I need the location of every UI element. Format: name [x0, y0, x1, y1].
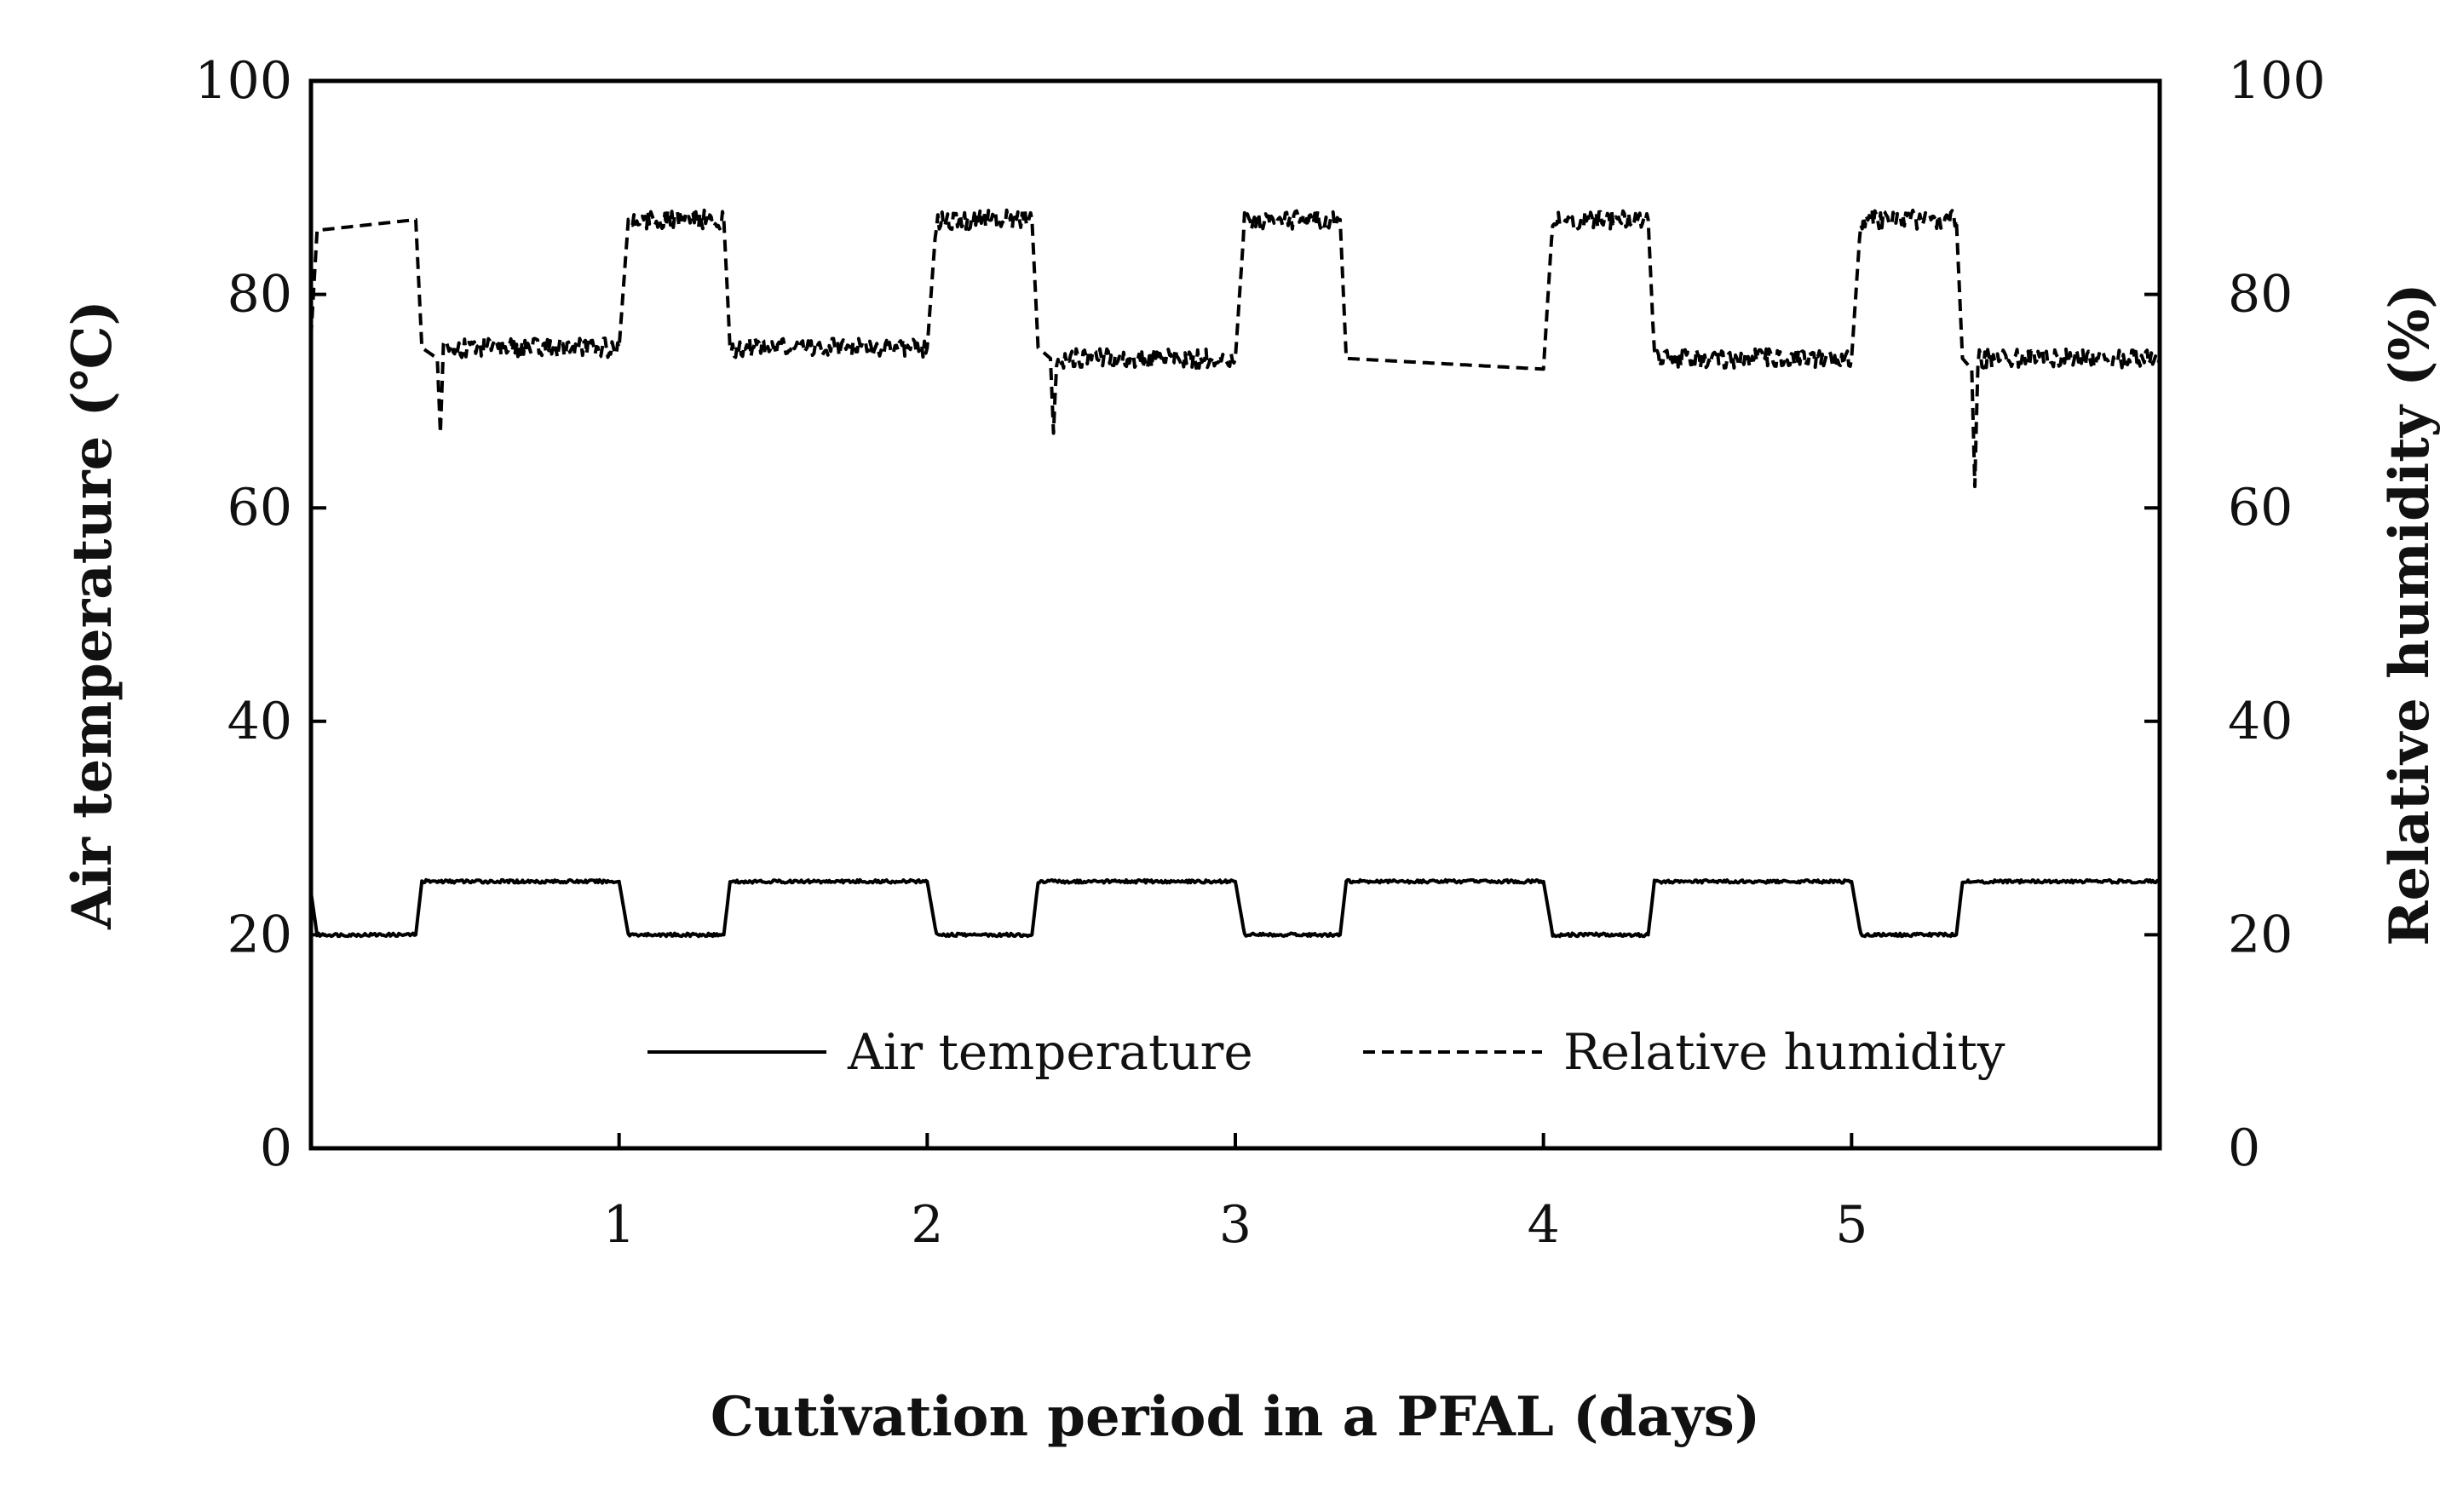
y2-tick-label: 100	[2228, 51, 2326, 111]
y-tick-label: 80	[227, 265, 292, 325]
y-tick-label: 60	[227, 478, 292, 538]
x-tick-label: 4	[1528, 1195, 1560, 1255]
legend-label-air-temperature: Air temperature	[847, 1023, 1253, 1081]
x-tick-label: 5	[1835, 1195, 1867, 1255]
y2-tick-label: 80	[2228, 265, 2293, 325]
x-axis-title: Cutivation period in a PFAL (days)	[711, 1385, 1760, 1449]
y-tick-label: 100	[194, 51, 292, 111]
y2-tick-label: 60	[2228, 478, 2293, 538]
y-tick-label: 40	[227, 692, 292, 751]
x-tick-label: 2	[911, 1195, 943, 1255]
x-tick-label: 3	[1219, 1195, 1252, 1255]
x-tick-label: 1	[603, 1195, 636, 1255]
y-tick-label: 20	[227, 905, 292, 964]
relative-humidity-line	[309, 208, 2161, 489]
plot-frame	[308, 78, 2162, 1151]
y2-tick-label: 0	[2228, 1118, 2260, 1178]
y2-axis-title: Relative humidity (%)	[2378, 283, 2442, 946]
y2-tick-label: 40	[2228, 692, 2293, 751]
legend-label-relative-humidity: Relative humidity	[1563, 1023, 2006, 1081]
y2-tick-label: 20	[2228, 905, 2293, 964]
y-axis-title: Air temperature (℃)	[60, 300, 124, 930]
y-tick-label: 0	[260, 1118, 292, 1178]
air-temperature-line	[309, 877, 2161, 939]
